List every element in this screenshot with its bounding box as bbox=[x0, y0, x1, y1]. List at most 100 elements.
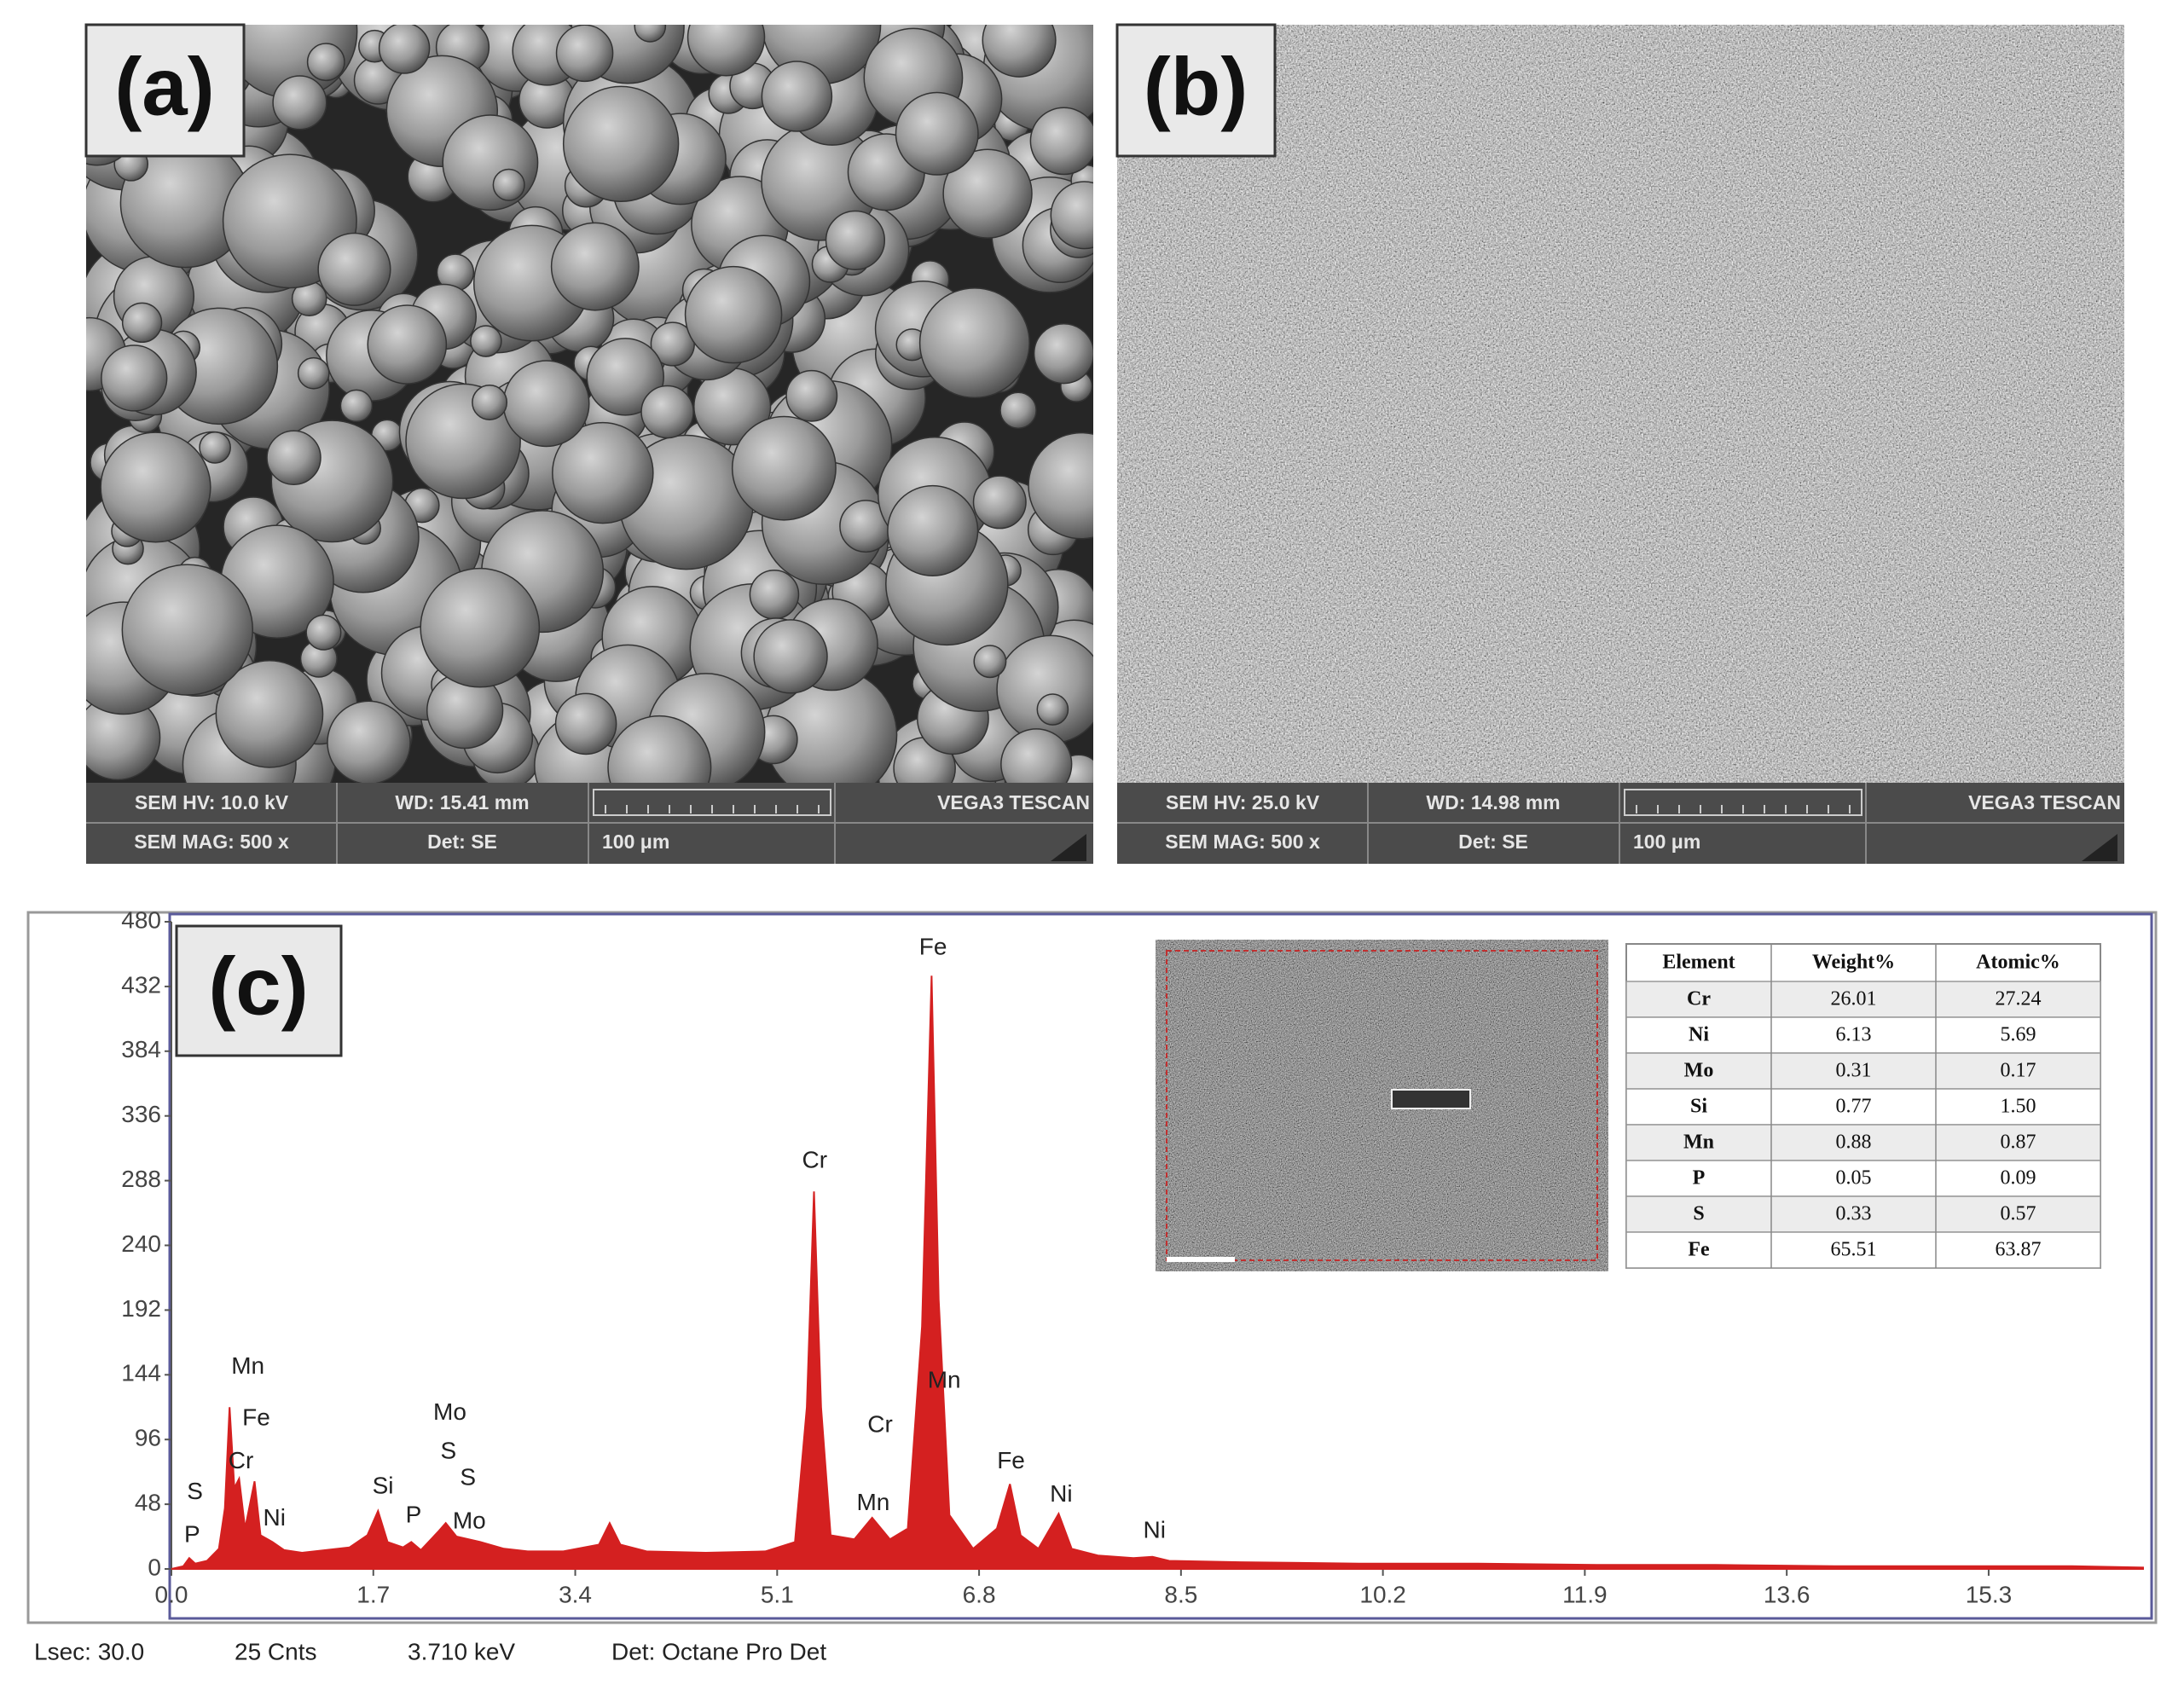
info-text: Det: SE bbox=[1458, 831, 1528, 853]
particle bbox=[306, 43, 345, 82]
table-cell: 63.87 bbox=[1996, 1239, 2042, 1261]
x-tick-label: 11.9 bbox=[1562, 1581, 1607, 1607]
spectrum-area bbox=[171, 975, 2144, 1570]
info-text: 100 μm bbox=[1633, 831, 1700, 853]
table-cell: 0.88 bbox=[1836, 1132, 1872, 1154]
particle bbox=[684, 265, 783, 364]
peak-label: Ni bbox=[1050, 1480, 1072, 1507]
table-cell: 0.87 bbox=[2001, 1132, 2036, 1154]
particle bbox=[982, 25, 1057, 78]
info-text: SEM MAG: 500 x bbox=[134, 831, 289, 853]
table-cell: Cr bbox=[1687, 988, 1711, 1010]
particle bbox=[640, 385, 694, 439]
y-tick-label: 0 bbox=[148, 1554, 161, 1580]
x-tick-label: 3.4 bbox=[559, 1581, 592, 1607]
x-tick-label: 5.1 bbox=[761, 1581, 794, 1607]
particle bbox=[972, 475, 1027, 530]
plot-frame bbox=[168, 912, 2153, 1620]
y-tick-label: 480 bbox=[121, 906, 161, 933]
particle bbox=[420, 567, 541, 688]
particle bbox=[554, 692, 617, 755]
table-cell: Mn bbox=[1683, 1132, 1714, 1154]
info-text: VEGA3 TESCAN bbox=[1968, 791, 2121, 813]
table-cell: 0.31 bbox=[1836, 1060, 1872, 1082]
table-cell: 5.69 bbox=[2001, 1024, 2036, 1046]
table-row bbox=[1625, 1016, 2101, 1054]
peak-label: S bbox=[460, 1464, 476, 1491]
table-cell: 0.33 bbox=[1836, 1203, 1872, 1225]
peak-label: Fe bbox=[919, 933, 947, 959]
table-cell: 1.50 bbox=[2001, 1096, 2036, 1118]
x-tick-label: 6.8 bbox=[963, 1581, 996, 1607]
particle bbox=[470, 325, 502, 357]
particle bbox=[895, 91, 979, 176]
x-tick-label: 15.3 bbox=[1966, 1581, 2013, 1607]
x-tick-label: 1.7 bbox=[356, 1581, 390, 1607]
table-header: Weight% bbox=[1812, 952, 1895, 974]
table-row bbox=[1625, 981, 2101, 1018]
particle bbox=[272, 75, 327, 130]
particle bbox=[266, 430, 322, 485]
particle bbox=[492, 168, 525, 201]
panel-label: (c) bbox=[208, 941, 308, 1032]
scale-bar bbox=[1624, 789, 1862, 816]
sem-panel: SEM HV: 25.0 kV WD: 14.98 mm VEGA3 TESCAN S… bbox=[1115, 23, 2124, 864]
logo bbox=[1051, 834, 1086, 861]
peak-label: Mn bbox=[856, 1489, 889, 1515]
peak-label: Cr bbox=[229, 1447, 254, 1473]
particle bbox=[749, 569, 800, 620]
info-text: SEM HV: 10.0 kV bbox=[135, 791, 289, 813]
particle bbox=[305, 614, 342, 651]
particle bbox=[555, 25, 614, 83]
y-tick-label: 144 bbox=[121, 1360, 161, 1386]
panel-label-box bbox=[175, 924, 343, 1057]
table-cell: Mo bbox=[1684, 1060, 1714, 1082]
particle bbox=[442, 114, 539, 211]
footer-text: 25 Cnts bbox=[235, 1638, 317, 1664]
panel-label-box bbox=[84, 23, 246, 158]
x-tick-label: 0.0 bbox=[155, 1581, 188, 1607]
table-row bbox=[1625, 1231, 2101, 1269]
y-tick-label: 288 bbox=[121, 1166, 161, 1192]
particle bbox=[378, 25, 431, 74]
peak-label: Ni bbox=[263, 1504, 285, 1531]
particle bbox=[942, 148, 1033, 239]
particle bbox=[761, 61, 833, 132]
particle bbox=[1033, 323, 1093, 385]
peak-label: Ni bbox=[1144, 1517, 1166, 1543]
table-row bbox=[1625, 1088, 2101, 1126]
y-tick-label: 192 bbox=[121, 1295, 161, 1322]
particle bbox=[1050, 181, 1093, 250]
sem-panel: SEM HV: 10.0 kV WD: 15.41 mm VEGA3 TESCAN S… bbox=[84, 23, 1093, 864]
peak-label: Mo bbox=[433, 1398, 466, 1425]
table-cell: Si bbox=[1690, 1096, 1707, 1118]
peak-label: Fe bbox=[242, 1404, 270, 1430]
x-tick-label: 10.2 bbox=[1359, 1581, 1406, 1607]
peak-label: Fe bbox=[997, 1447, 1025, 1473]
particle bbox=[502, 360, 590, 448]
peak-label: P bbox=[406, 1502, 422, 1528]
x-tick-label: 13.6 bbox=[1764, 1581, 1810, 1607]
sem-texture bbox=[1117, 25, 2124, 783]
peak-label: S bbox=[187, 1478, 203, 1504]
particle bbox=[785, 369, 838, 422]
particle bbox=[199, 431, 231, 464]
particle bbox=[297, 356, 330, 390]
panel-label-box bbox=[1115, 23, 1277, 158]
info-text: VEGA3 TESCAN bbox=[937, 791, 1090, 813]
particle bbox=[753, 619, 828, 694]
footer-text: Lsec: 30.0 bbox=[34, 1638, 144, 1664]
scale-bar bbox=[593, 789, 831, 816]
particle bbox=[996, 634, 1093, 744]
inset-texture bbox=[1156, 940, 1608, 1271]
peak-label: Mn bbox=[231, 1352, 264, 1379]
particle bbox=[973, 645, 1007, 679]
info-text: 100 μm bbox=[602, 831, 669, 853]
info-text: SEM MAG: 500 x bbox=[1165, 831, 1320, 853]
particle bbox=[562, 85, 680, 202]
particle bbox=[1036, 693, 1069, 726]
particle bbox=[121, 564, 254, 696]
table-header: Element bbox=[1662, 952, 1735, 974]
particle bbox=[552, 421, 654, 524]
